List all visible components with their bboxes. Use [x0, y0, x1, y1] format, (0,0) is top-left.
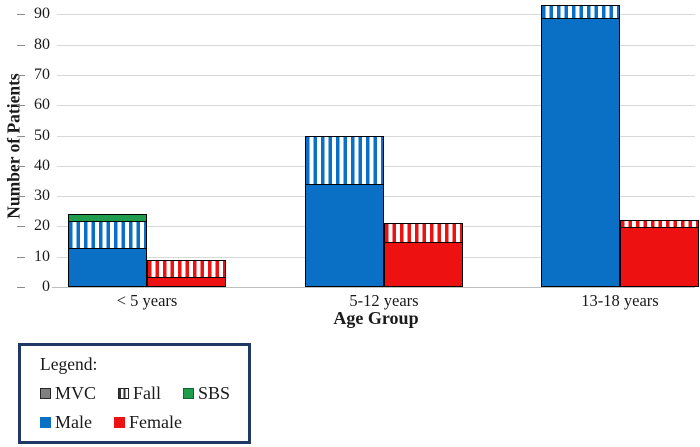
male-bar-1 [305, 135, 384, 287]
bar-segment-fall [542, 6, 619, 19]
mvc-swatch-icon [40, 388, 51, 399]
y-tick-label: 20 [34, 217, 50, 235]
gridline [57, 105, 695, 107]
y-tick-label: 10 [34, 247, 50, 265]
y-tick-mark [17, 256, 25, 258]
legend-item-label: Fall [133, 383, 162, 403]
bar-segment-fall [148, 260, 225, 277]
y-tick-label: 50 [34, 126, 50, 144]
y-tick-mark [17, 196, 25, 198]
bar-segment-male [69, 247, 146, 286]
legend-item-label: MVC [55, 383, 97, 403]
y-tick-mark [17, 74, 25, 76]
legend-item-label: Female [128, 412, 182, 432]
female-bar-0 [147, 259, 226, 287]
gridline [57, 14, 695, 16]
bar-segment-male [542, 18, 619, 286]
bar-segment-sbs [69, 215, 146, 221]
bar-segment-female [385, 241, 462, 286]
y-tick-mark [17, 14, 25, 16]
male-bar-0 [68, 214, 147, 287]
male-swatch-icon [40, 417, 51, 428]
y-tick-label: 30 [34, 187, 50, 205]
female-bar-2 [620, 220, 699, 287]
bar-segment-fall [306, 136, 383, 185]
y-tick-mark [17, 165, 25, 167]
legend-item-male: Male [40, 412, 92, 433]
y-tick-mark [17, 135, 25, 137]
bar-segment-fall [621, 221, 698, 228]
legend-item-sbs: SBS [183, 383, 230, 404]
legend-row-sex: Male Female [40, 412, 248, 433]
bar-segment-female [148, 276, 225, 286]
legend-item-label: SBS [198, 383, 231, 403]
gridline [57, 44, 695, 46]
y-tick-mark [17, 287, 25, 288]
fall-swatch-icon [118, 388, 130, 399]
y-tick-label: 0 [42, 278, 50, 295]
x-category-label: < 5 years [116, 291, 178, 310]
y-tick-label: 70 [34, 65, 50, 83]
y-tick-mark [17, 226, 25, 228]
legend-item-female: Female [113, 412, 182, 433]
y-tick-label: 40 [34, 156, 50, 174]
y-tick-label: 80 [34, 35, 50, 53]
y-tick-mark [17, 44, 25, 46]
legend-item-mvc: MVC [40, 383, 96, 404]
bar-segment-female [621, 227, 698, 286]
legend-title: Legend: [40, 354, 98, 374]
bar-segment-fall [69, 221, 146, 248]
female-bar-1 [384, 223, 463, 287]
legend-row-causes: MVC Fall SBS [40, 383, 248, 404]
y-tick-mark [17, 105, 25, 107]
gridline [57, 74, 695, 76]
x-category-label: 13-18 years [581, 291, 659, 310]
y-tick-label: 60 [34, 96, 50, 114]
sbs-swatch-icon [183, 388, 195, 399]
female-swatch-icon [113, 417, 125, 428]
legend-item-label: Male [55, 412, 92, 432]
bar-segment-male [306, 184, 383, 286]
y-tick-label: 90 [34, 5, 50, 23]
legend-item-fall: Fall [118, 383, 161, 404]
legend-box: Legend: MVC Fall SBS Male Female [18, 343, 251, 444]
x-axis-line [52, 287, 695, 288]
bar-segment-fall [385, 224, 462, 242]
x-category-label: 5-12 years [349, 291, 419, 310]
male-bar-2 [541, 5, 620, 287]
x-axis-title: Age Group [333, 308, 419, 328]
